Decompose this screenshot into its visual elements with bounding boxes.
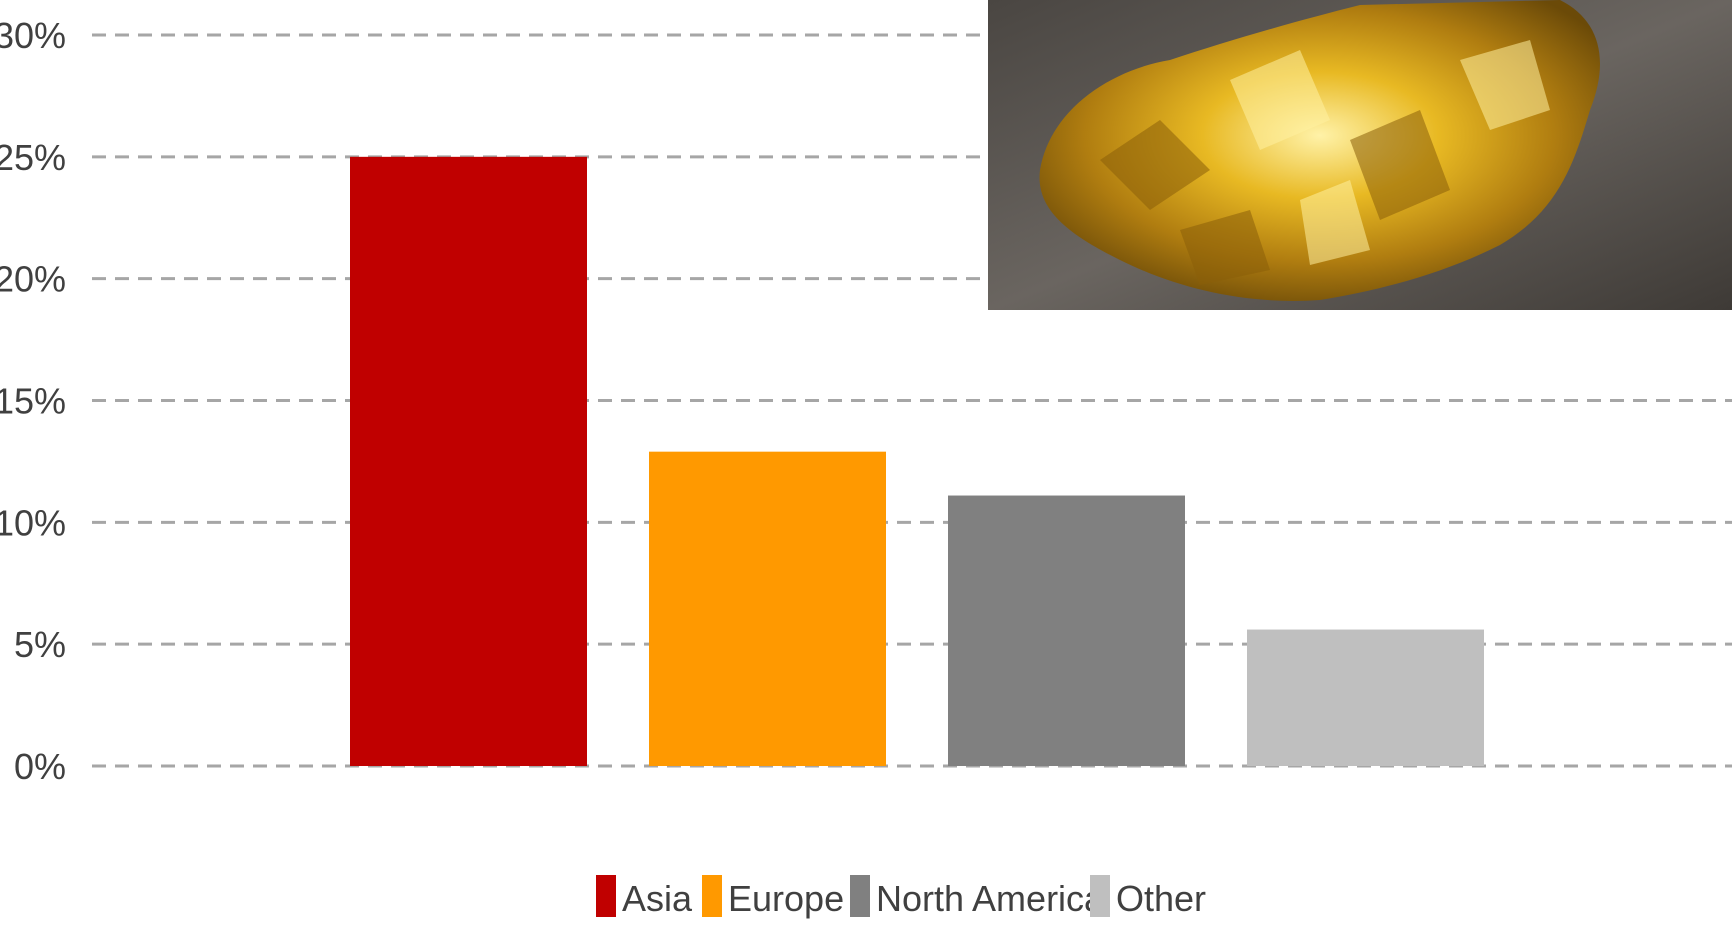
legend-swatch-north-america: [850, 875, 870, 917]
y-tick-label: 20%: [0, 259, 66, 300]
legend-label: Europe: [728, 878, 844, 919]
nugget-facet: [1300, 180, 1370, 265]
y-tick-label: 0%: [14, 746, 66, 787]
legend-label: Asia: [622, 878, 693, 919]
y-tick-label: 25%: [0, 137, 66, 178]
gold-nugget-shape: [1039, 0, 1600, 301]
nugget-facet: [1350, 110, 1450, 220]
legend-label: North America: [876, 878, 1105, 919]
y-axis-tick-labels: 0% 5% 10% 15% 20% 25% 30%: [0, 15, 66, 787]
bars: [350, 156, 1484, 767]
nugget-facet: [1180, 210, 1270, 285]
y-tick-label: 10%: [0, 502, 66, 543]
bar-asia: [350, 156, 587, 767]
bar-other: [1247, 629, 1484, 766]
legend-swatch-asia: [596, 875, 616, 917]
nugget-facet: [1100, 120, 1210, 210]
y-tick-label: 5%: [14, 624, 66, 665]
legend-swatch-other: [1090, 875, 1110, 917]
nugget-facet: [1460, 40, 1550, 130]
bar-north-america: [948, 495, 1185, 766]
legend-label: Other: [1116, 878, 1206, 919]
bar-europe: [649, 451, 886, 766]
legend-swatch-europe: [702, 875, 722, 917]
y-tick-label: 30%: [0, 15, 66, 56]
nugget-facet: [1230, 50, 1330, 150]
legend: Asia Europe North America Other: [596, 875, 1206, 919]
gold-nugget-photo: [988, 0, 1732, 310]
y-tick-label: 15%: [0, 381, 66, 422]
